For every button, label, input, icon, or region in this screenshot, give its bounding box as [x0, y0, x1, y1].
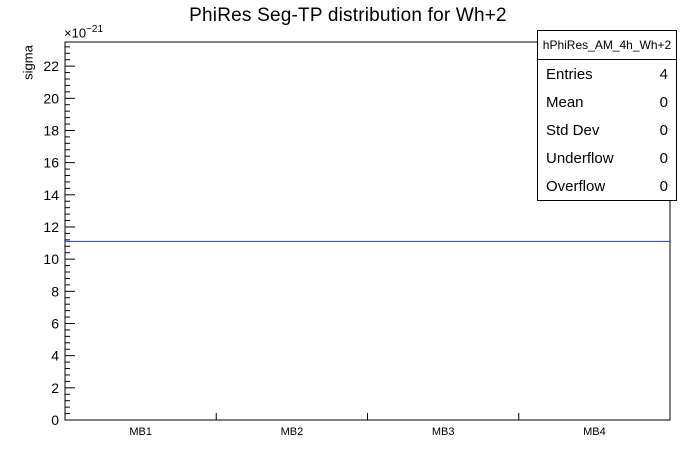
stats-label: Entries — [546, 65, 593, 83]
power-exponent: −21 — [86, 24, 104, 35]
y-tick-label: 12 — [43, 219, 59, 235]
stats-row-underflow: Underflow 0 — [538, 144, 676, 172]
y-tick-label: 22 — [43, 58, 59, 74]
x-tick-label: MB2 — [281, 426, 304, 438]
stats-row-mean: Mean 0 — [538, 88, 676, 116]
stats-row-overflow: Overflow 0 — [538, 172, 676, 200]
stats-row-stddev: Std Dev 0 — [538, 116, 676, 144]
y-tick-label: 20 — [43, 90, 59, 106]
stats-row-entries: Entries 4 — [538, 60, 676, 88]
stats-box: hPhiRes_AM_4h_Wh+2 Entries 4 Mean 0 Std … — [537, 30, 677, 201]
stats-label: Mean — [546, 93, 584, 111]
chart-title: PhiRes Seg-TP distribution for Wh+2 — [189, 5, 507, 26]
stats-value: 0 — [659, 93, 668, 111]
x-tick-label: MB4 — [583, 426, 606, 438]
stats-value: 0 — [659, 149, 668, 167]
y-tick-label: 2 — [51, 380, 59, 396]
y-tick-label: 0 — [51, 412, 59, 428]
y-tick-label: 16 — [43, 155, 59, 171]
x-tick-label: MB1 — [129, 426, 152, 438]
y-tick-label: 14 — [43, 187, 59, 203]
y-tick-label: 18 — [43, 122, 59, 138]
y-tick-label: 8 — [51, 283, 59, 299]
stats-label: Std Dev — [546, 121, 600, 139]
y-tick-label: 4 — [51, 348, 59, 364]
stats-value: 0 — [659, 121, 668, 139]
stats-label: Overflow — [546, 177, 606, 195]
stats-box-title: hPhiRes_AM_4h_Wh+2 — [538, 31, 676, 60]
power-prefix: ×10 — [64, 25, 87, 41]
y-tick-label: 10 — [43, 251, 59, 267]
x-tick-label: MB3 — [432, 426, 455, 438]
stats-label: Underflow — [546, 149, 614, 167]
y-axis-power-label: ×10−21 — [64, 24, 103, 40]
stats-value: 4 — [659, 65, 668, 83]
y-tick-label: 6 — [51, 315, 59, 331]
stats-value: 0 — [659, 177, 668, 195]
